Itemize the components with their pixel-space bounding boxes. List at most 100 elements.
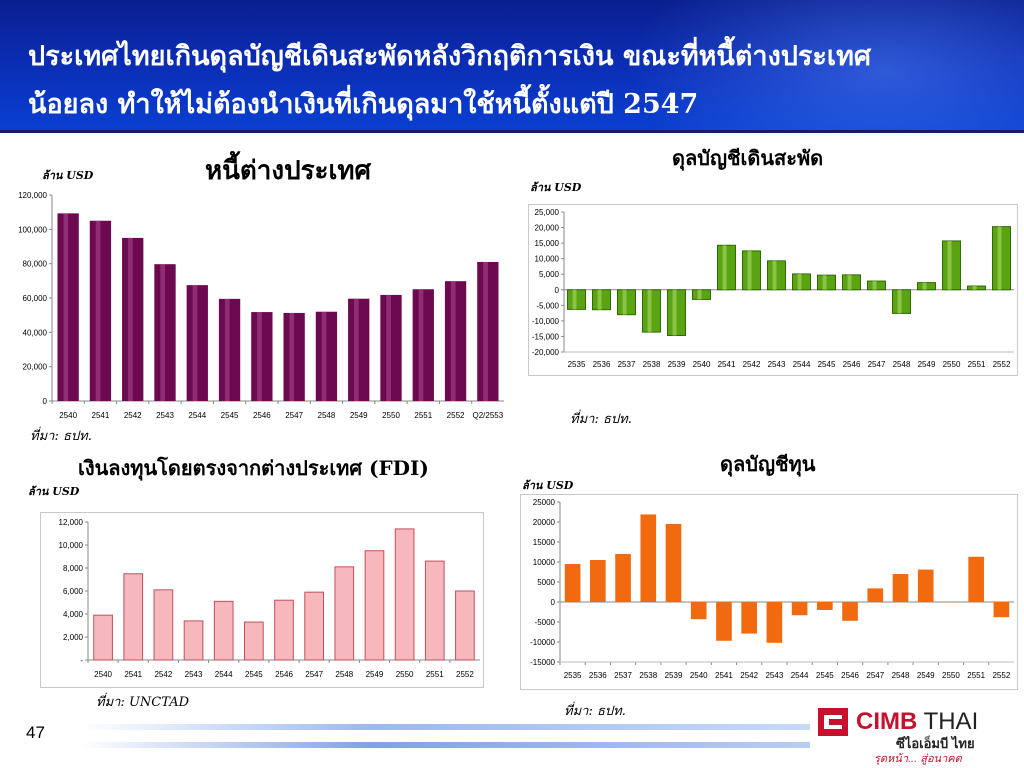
x-tick-label: 2535	[568, 360, 586, 369]
bar-highlight	[483, 261, 488, 401]
x-tick-label: 2545	[816, 671, 834, 680]
y-tick-label: 100,000	[18, 225, 47, 234]
bar-2541	[123, 573, 144, 661]
fdi-chart-title: เงินลงทุนโดยตรงจากต่างประเทศ (FDI)	[78, 456, 429, 480]
bar-2539	[665, 524, 682, 602]
bar-highlight	[597, 289, 602, 310]
bar-2542	[153, 589, 174, 661]
x-tick-label: 2544	[793, 360, 811, 369]
y-tick-label: 2,000	[63, 633, 84, 642]
x-tick-label: 2537	[618, 360, 636, 369]
x-tick-label: 2543	[185, 670, 203, 679]
current-chart-source: ที่มา: ธปท.	[570, 412, 632, 427]
x-tick-label: 2549	[917, 671, 935, 680]
x-tick-label: 2551	[414, 411, 432, 420]
debt-chart-title: หนี้ต่างประเทศ	[205, 156, 372, 186]
x-tick-label: 2543	[765, 671, 783, 680]
y-tick-label: 120,000	[18, 191, 47, 200]
x-tick-label: 2542	[740, 671, 758, 680]
x-tick-label: 2538	[639, 671, 657, 680]
y-tick-label: 12,000	[59, 518, 84, 527]
y-tick-label: -15,000	[532, 332, 560, 341]
debt-chart-unit: ล้าน USD	[42, 169, 94, 182]
x-tick-label: 2550	[942, 671, 960, 680]
y-tick-label: 10000	[533, 558, 556, 567]
bar-highlight	[647, 289, 652, 333]
bar-2547	[304, 591, 325, 661]
slide-header	[0, 0, 1024, 130]
capital-chart-unit: ล้าน USD	[522, 479, 574, 492]
bar-highlight	[418, 289, 424, 401]
x-tick-label: 2549	[366, 670, 384, 679]
bar-2544	[791, 602, 808, 616]
bar-highlight	[95, 220, 101, 401]
current-chart: -20,000 -15,000 -10,000 -5,000 0 5,000 10,000 1…	[528, 204, 1018, 376]
y-tick-label: 4,000	[63, 610, 84, 619]
x-tick-label: 2552	[993, 360, 1011, 369]
y-tick-label: 10,000	[59, 541, 84, 550]
capital-chart-title: ดุลบัญชีทุน	[720, 452, 816, 476]
slide-title-line-2: น้อยลง ทำให้ไม่ต้องนำเงินที่เกินดุลมาใช้…	[28, 89, 699, 120]
bar-2551	[968, 556, 984, 602]
bar-highlight	[997, 226, 1002, 290]
current-chart-unit: ล้าน USD	[530, 181, 582, 194]
y-tick-label: 8,000	[63, 564, 84, 573]
bar-2547	[867, 588, 884, 602]
bar-highlight	[160, 264, 165, 401]
x-tick-label: 2542	[124, 411, 142, 420]
footer-bar-bottom	[80, 742, 810, 748]
y-tick-label: 0	[43, 397, 48, 406]
cimb-logo-slogan: รุดหน้า... สู่อนาคต	[874, 753, 962, 765]
bar-highlight	[354, 298, 359, 401]
bar-2536	[590, 560, 606, 602]
slide-title-line-1: ประเทศไทยเกินดุลบัญชีเดินสะพัดหลังวิกฤติ…	[28, 41, 872, 72]
x-tick-label: 2552	[456, 670, 474, 679]
y-tick-label: 25000	[533, 498, 556, 507]
bar-highlight	[872, 281, 877, 290]
y-tick-label: 80,000	[23, 260, 48, 269]
y-tick-label: 15000	[533, 538, 556, 547]
bar-2552	[455, 590, 475, 661]
cimb-logo-text: CIMB THAI	[856, 708, 978, 736]
bar-2548	[334, 566, 355, 661]
bar-highlight	[321, 311, 327, 401]
x-tick-label: 2545	[221, 411, 239, 420]
bar-highlight	[822, 275, 827, 290]
bar-2550	[943, 601, 959, 603]
bar-highlight	[772, 260, 777, 290]
y-tick-label: 5000	[537, 578, 555, 587]
x-tick-label: 2547	[305, 670, 323, 679]
x-tick-label: 2535	[564, 671, 582, 680]
bar-2552	[993, 602, 1010, 618]
y-tick-label: -5,000	[536, 301, 559, 310]
x-tick-label: 2552	[447, 411, 465, 420]
bar-highlight	[697, 289, 702, 300]
x-tick-label: 2539	[668, 360, 686, 369]
bar-2545	[243, 621, 264, 661]
bar-highlight	[847, 274, 852, 290]
y-tick-label: -10000	[530, 638, 555, 647]
bar-highlight	[922, 282, 927, 290]
x-tick-label: 2540	[59, 411, 77, 420]
debt-chart-source: ที่มา: ธปท.	[30, 429, 92, 444]
x-tick-label: 2549	[918, 360, 936, 369]
bar-highlight	[672, 289, 677, 336]
cimb-logo-thai-name: ซีไอเอ็มบี ไทย	[896, 736, 975, 751]
bar-highlight	[747, 250, 752, 290]
bar-2543	[766, 602, 783, 643]
y-tick-label: 40,000	[23, 328, 48, 337]
current-chart-title: ดุลบัญชีเดินสะพัด	[672, 146, 824, 170]
bar-2540	[690, 602, 707, 620]
y-tick-label: -20,000	[532, 348, 560, 357]
bar-highlight	[450, 281, 456, 401]
y-tick-label: 60,000	[23, 294, 48, 303]
bar-2538	[640, 514, 657, 602]
bar-2551	[424, 560, 445, 661]
x-tick-label: 2546	[253, 411, 271, 420]
x-tick-label: Q2/2553	[473, 411, 504, 420]
bar-2545	[817, 602, 833, 610]
x-tick-label: 2540	[94, 670, 112, 679]
fdi-chart-unit: ล้าน USD	[28, 485, 80, 498]
x-tick-label: 2543	[768, 360, 786, 369]
x-tick-label: 2548	[318, 411, 336, 420]
